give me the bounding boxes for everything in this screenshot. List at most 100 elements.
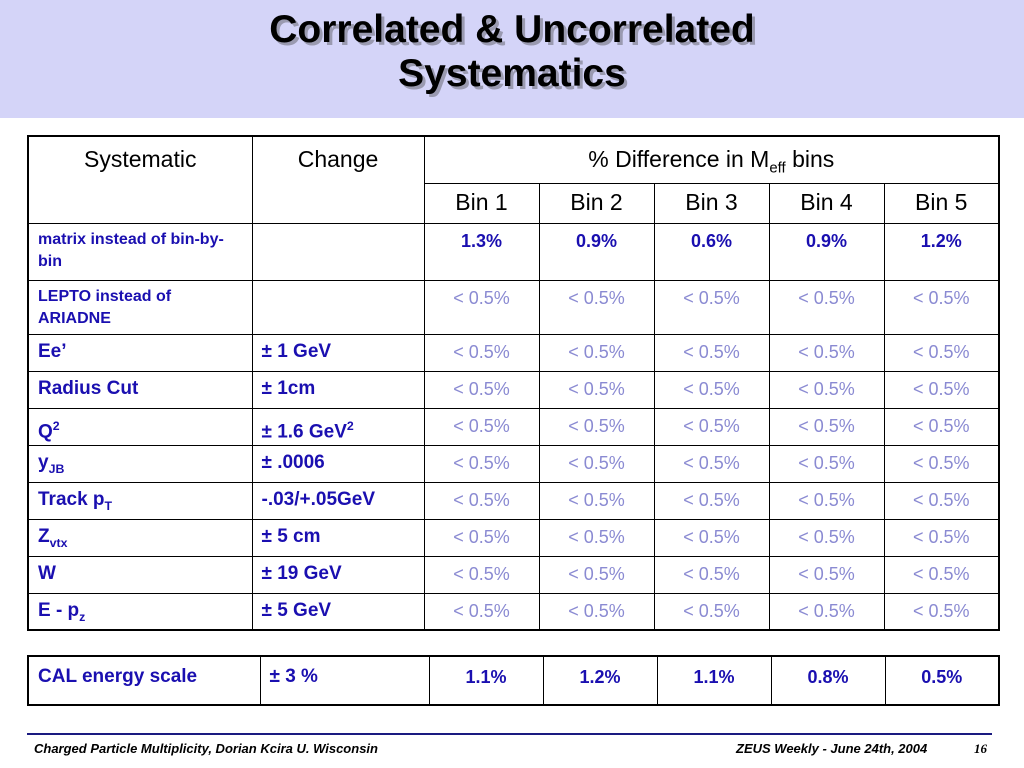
- bin-value: < 0.5%: [653, 481, 770, 520]
- bin-value: < 0.5%: [883, 370, 1000, 409]
- change-cell: -.03/+.05GeV: [251, 481, 425, 520]
- change-cell: [251, 222, 425, 281]
- bin-value: < 0.5%: [538, 555, 655, 594]
- bin-value: < 0.5%: [538, 370, 655, 409]
- header-bin-3: Bin 3: [653, 182, 770, 224]
- bin-value: < 0.5%: [768, 555, 885, 594]
- bin-value: < 0.5%: [883, 555, 1000, 594]
- bin-value: < 0.5%: [423, 518, 540, 557]
- bin-value: < 0.5%: [883, 333, 1000, 372]
- change-cell: ± 1 GeV: [251, 333, 425, 372]
- bin-value: 0.9%: [768, 222, 885, 281]
- footer-divider: [27, 733, 992, 735]
- bin-value: 0.6%: [653, 222, 770, 281]
- systematic-cell: matrix instead of bin-by-bin: [27, 222, 253, 281]
- bin-value: 1.1%: [428, 655, 544, 706]
- bin-value: 0.8%: [770, 655, 886, 706]
- bin-value: < 0.5%: [768, 333, 885, 372]
- bin-value: < 0.5%: [423, 481, 540, 520]
- change-cell: ± .0006: [251, 444, 425, 483]
- change-cell: ± 1.6 GeV2: [251, 407, 425, 446]
- bin-value: < 0.5%: [883, 444, 1000, 483]
- bin-value: < 0.5%: [538, 333, 655, 372]
- table-row: Q2 ± 1.6 GeV2 < 0.5% < 0.5% < 0.5% < 0.5…: [27, 407, 1000, 446]
- change-cell: ± 5 cm: [251, 518, 425, 557]
- bin-value: < 0.5%: [653, 444, 770, 483]
- systematic-cell: Q2: [27, 407, 253, 446]
- header-bin-5: Bin 5: [883, 182, 1000, 224]
- bin-value: 1.1%: [656, 655, 772, 706]
- header-difference: % Difference in Meff bins: [423, 135, 1000, 184]
- change-cell: ± 3 %: [259, 655, 430, 706]
- bin-value: < 0.5%: [538, 407, 655, 446]
- slide-title-line-2: Systematics: [398, 52, 626, 95]
- change-cell: ± 5 GeV: [251, 592, 425, 631]
- bin-value: < 0.5%: [653, 333, 770, 372]
- bin-value: < 0.5%: [653, 370, 770, 409]
- bin-value: < 0.5%: [423, 279, 540, 335]
- systematic-cell: Radius Cut: [27, 370, 253, 409]
- systematic-cell: E - pz: [27, 592, 253, 631]
- bin-value: < 0.5%: [423, 555, 540, 594]
- bin-value: < 0.5%: [883, 407, 1000, 446]
- header-bin-4: Bin 4: [768, 182, 885, 224]
- bin-value: < 0.5%: [883, 279, 1000, 335]
- systematics-table: Systematic Change % Difference in Meff b…: [27, 135, 1001, 632]
- header-bin-2: Bin 2: [538, 182, 655, 224]
- bin-value: < 0.5%: [653, 518, 770, 557]
- slide-title-line-1: Correlated & Uncorrelated: [269, 8, 755, 51]
- bin-value: < 0.5%: [538, 481, 655, 520]
- bin-value: < 0.5%: [768, 481, 885, 520]
- page-number: 16: [974, 741, 987, 756]
- bin-value: < 0.5%: [538, 444, 655, 483]
- bin-value: 0.9%: [538, 222, 655, 281]
- footer-author: Charged Particle Multiplicity, Dorian Kc…: [34, 741, 378, 756]
- bin-value: < 0.5%: [423, 333, 540, 372]
- systematic-cell: W: [27, 555, 253, 594]
- footer-event: ZEUS Weekly - June 24th, 2004: [736, 741, 928, 756]
- table-row: yJB ± .0006 < 0.5% < 0.5% < 0.5% < 0.5% …: [27, 444, 1000, 483]
- bin-value: < 0.5%: [423, 444, 540, 483]
- table-row: Track pT -.03/+.05GeV < 0.5% < 0.5% < 0.…: [27, 481, 1000, 520]
- bin-value: < 0.5%: [768, 407, 885, 446]
- systematic-cell: yJB: [27, 444, 253, 483]
- bin-value: < 0.5%: [538, 592, 655, 631]
- bin-value: 0.5%: [884, 655, 1000, 706]
- change-cell: ± 19 GeV: [251, 555, 425, 594]
- header-change: Change: [251, 135, 425, 224]
- table-row: Ee’ ± 1 GeV < 0.5% < 0.5% < 0.5% < 0.5% …: [27, 333, 1000, 372]
- title-band: Correlated & Uncorrelated Systematics: [0, 0, 1024, 118]
- bin-value: < 0.5%: [883, 592, 1000, 631]
- table-row: Zvtx ± 5 cm < 0.5% < 0.5% < 0.5% < 0.5% …: [27, 518, 1000, 557]
- table-row: W ± 19 GeV < 0.5% < 0.5% < 0.5% < 0.5% <…: [27, 555, 1000, 594]
- systematic-cell: LEPTO instead of ARIADNE: [27, 279, 253, 335]
- bin-value: < 0.5%: [883, 481, 1000, 520]
- bin-value: < 0.5%: [423, 407, 540, 446]
- header-systematic: Systematic: [27, 135, 253, 224]
- bin-value: 1.2%: [883, 222, 1000, 281]
- bin-value: < 0.5%: [423, 370, 540, 409]
- systematic-cell: Zvtx: [27, 518, 253, 557]
- change-cell: ± 1cm: [251, 370, 425, 409]
- table-row: CAL energy scale ± 3 % 1.1% 1.2% 1.1% 0.…: [27, 655, 1000, 706]
- table-row: matrix instead of bin-by-bin 1.3% 0.9% 0…: [27, 222, 1000, 281]
- systematic-cell: CAL energy scale: [27, 655, 261, 706]
- bin-value: < 0.5%: [768, 370, 885, 409]
- bin-value: < 0.5%: [768, 592, 885, 631]
- bin-value: < 0.5%: [653, 555, 770, 594]
- systematic-cell: Ee’: [27, 333, 253, 372]
- bin-value: < 0.5%: [538, 518, 655, 557]
- bin-value: < 0.5%: [653, 279, 770, 335]
- bin-value: < 0.5%: [538, 279, 655, 335]
- bin-value: < 0.5%: [768, 444, 885, 483]
- table-row: Radius Cut ± 1cm < 0.5% < 0.5% < 0.5% < …: [27, 370, 1000, 409]
- table-row: LEPTO instead of ARIADNE < 0.5% < 0.5% <…: [27, 279, 1000, 335]
- bin-value: < 0.5%: [883, 518, 1000, 557]
- bin-value: < 0.5%: [768, 279, 885, 335]
- systematic-cell: Track pT: [27, 481, 253, 520]
- bin-value: < 0.5%: [653, 407, 770, 446]
- header-bin-1: Bin 1: [423, 182, 540, 224]
- bin-value: 1.3%: [423, 222, 540, 281]
- change-cell: [251, 279, 425, 335]
- table-row: E - pz ± 5 GeV < 0.5% < 0.5% < 0.5% < 0.…: [27, 592, 1000, 631]
